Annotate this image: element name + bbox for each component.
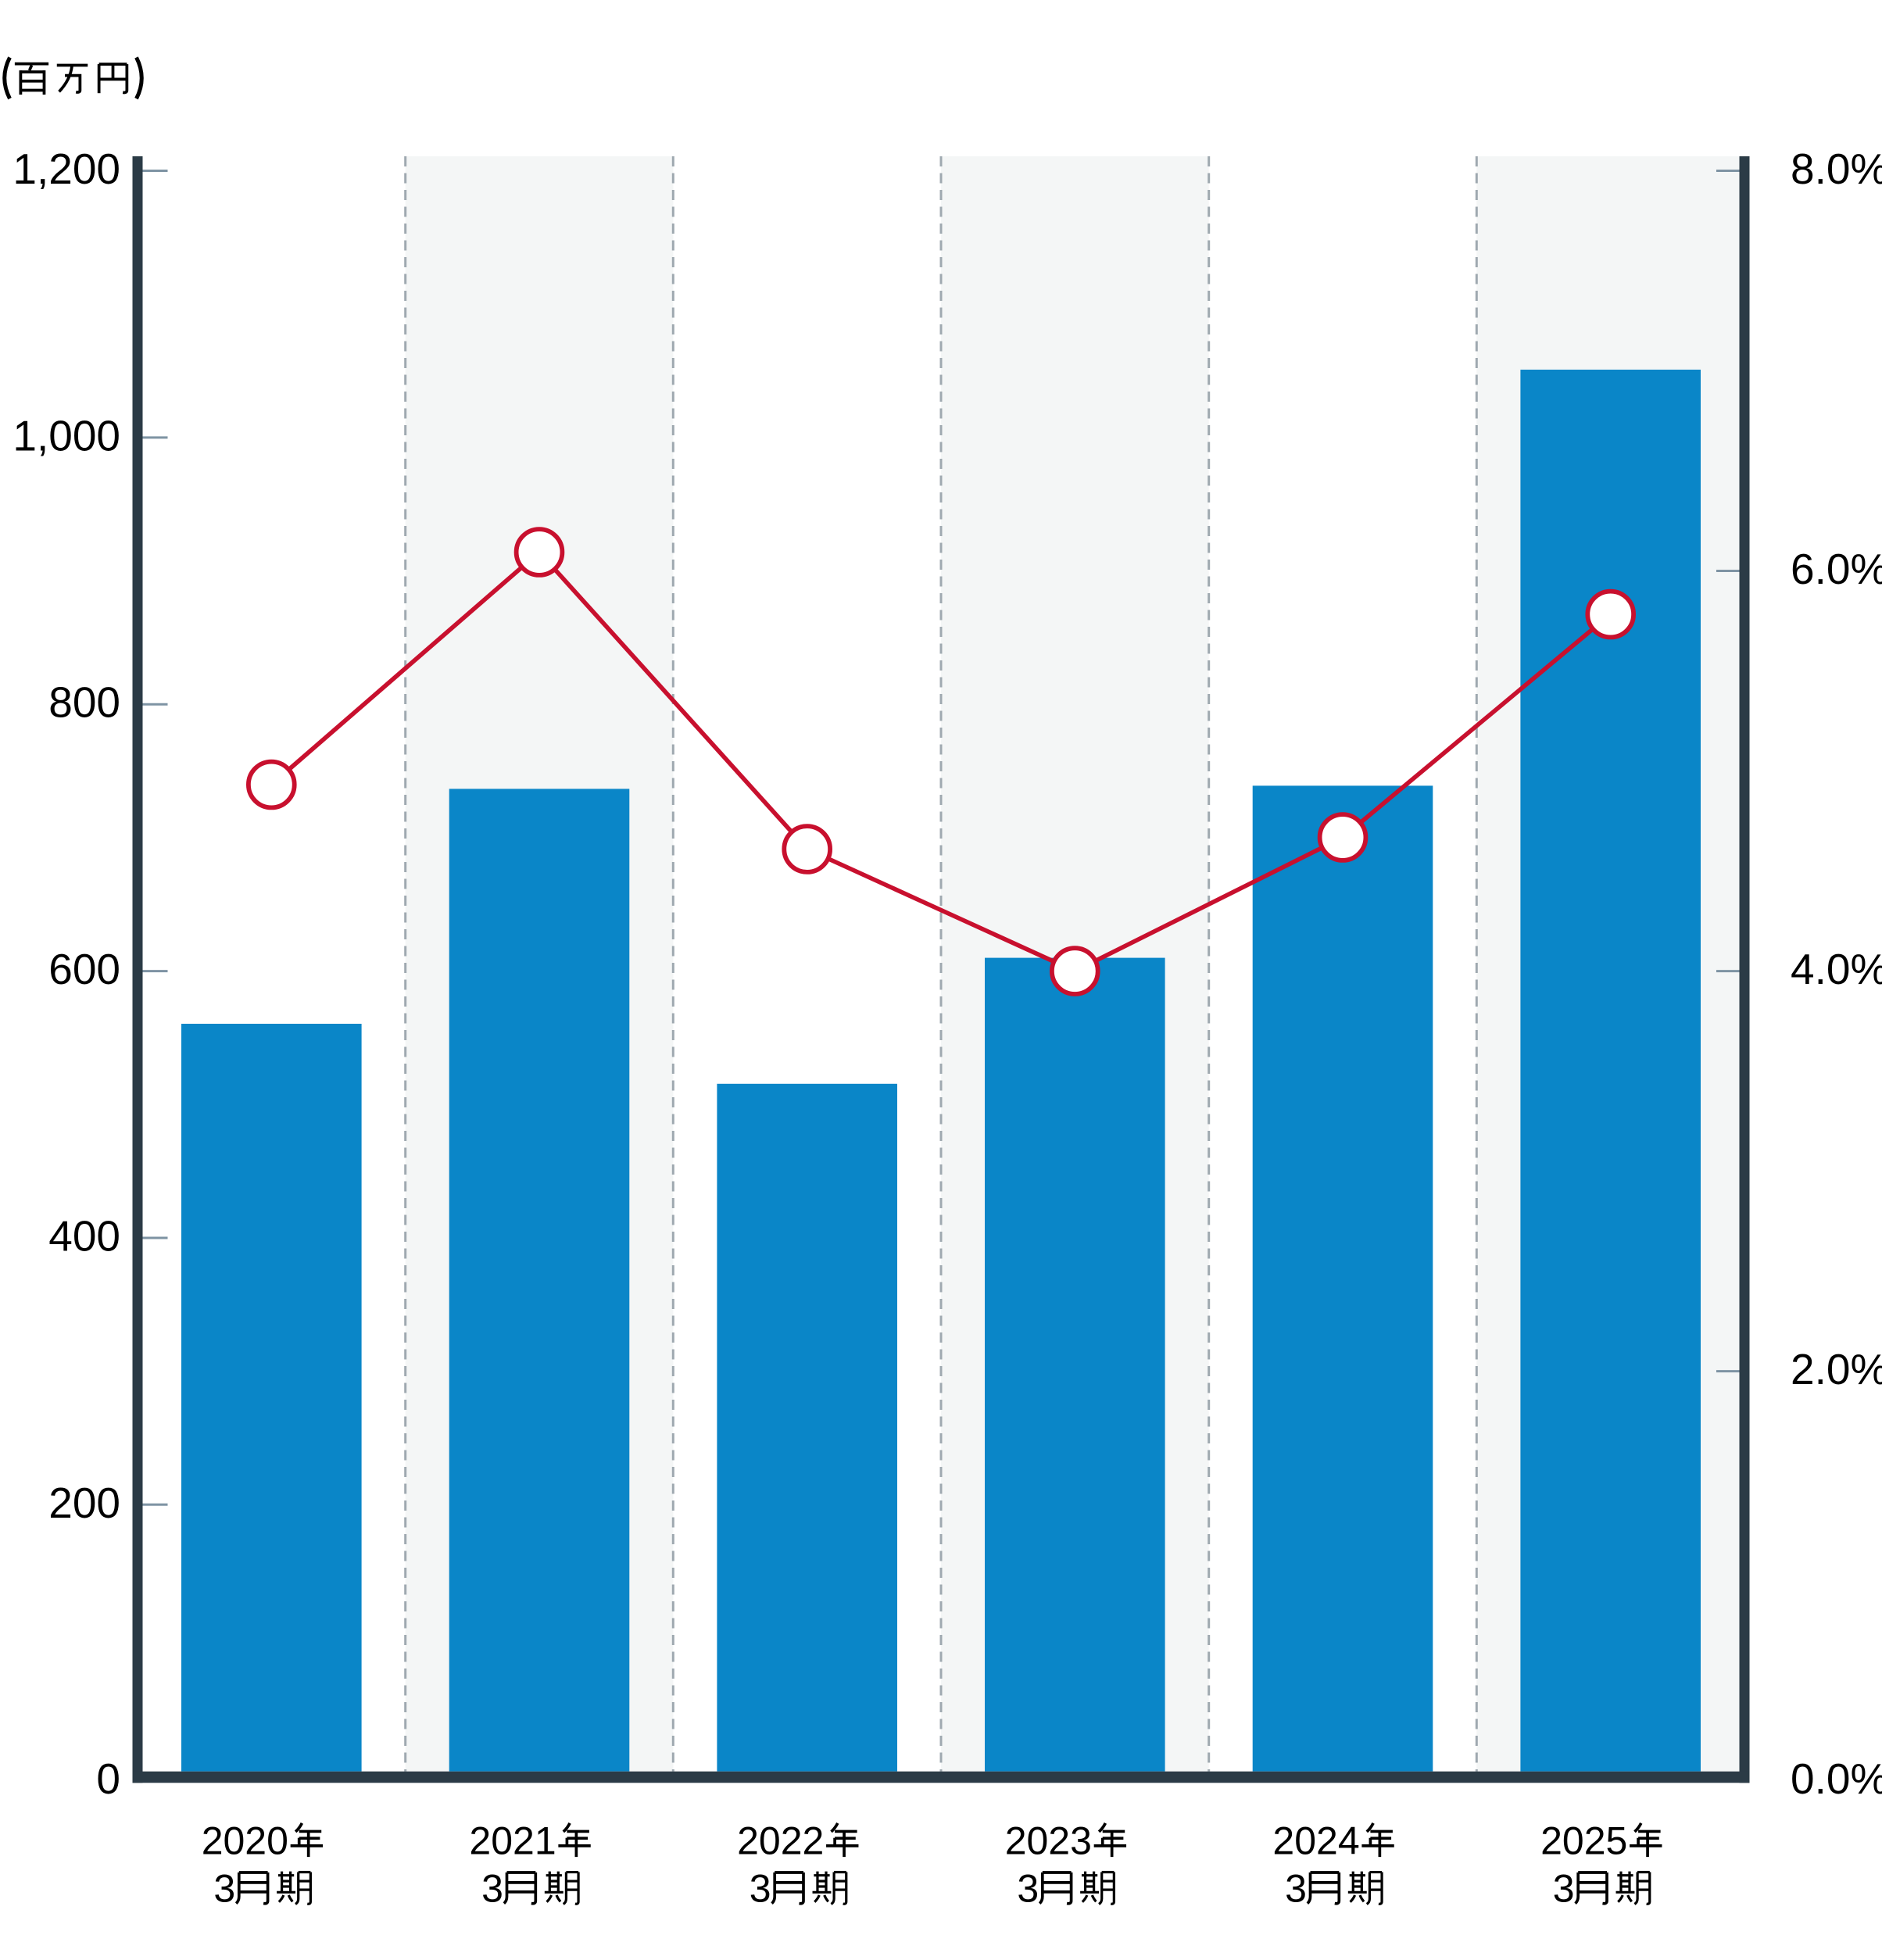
svg-text:2025: 2025 xyxy=(1540,1819,1627,1862)
svg-text:1,000: 1,000 xyxy=(13,411,120,460)
svg-text:800: 800 xyxy=(48,678,120,727)
svg-text:3: 3 xyxy=(1017,1866,1039,1910)
svg-text:3: 3 xyxy=(481,1866,503,1910)
svg-text:4.0%: 4.0% xyxy=(1791,945,1882,993)
svg-text:400: 400 xyxy=(48,1212,120,1261)
svg-text:2.0%: 2.0% xyxy=(1791,1345,1882,1393)
svg-text:2023: 2023 xyxy=(1005,1819,1092,1862)
svg-text:8.0%: 8.0% xyxy=(1791,145,1882,193)
svg-text:2020: 2020 xyxy=(202,1819,288,1862)
svg-text:0: 0 xyxy=(96,1754,120,1803)
svg-text:1,200: 1,200 xyxy=(13,145,120,193)
svg-text:3: 3 xyxy=(1553,1866,1575,1910)
svg-text:2022: 2022 xyxy=(737,1819,824,1862)
svg-text:2021: 2021 xyxy=(469,1819,556,1862)
svg-text:3: 3 xyxy=(213,1866,235,1910)
svg-text:0.0%: 0.0% xyxy=(1791,1754,1882,1803)
svg-text:2024: 2024 xyxy=(1272,1819,1359,1862)
svg-text:3: 3 xyxy=(750,1866,771,1910)
svg-text:6.0%: 6.0% xyxy=(1791,545,1882,593)
svg-text:3: 3 xyxy=(1285,1866,1307,1910)
svg-text:600: 600 xyxy=(48,945,120,993)
svg-text:200: 200 xyxy=(48,1479,120,1527)
